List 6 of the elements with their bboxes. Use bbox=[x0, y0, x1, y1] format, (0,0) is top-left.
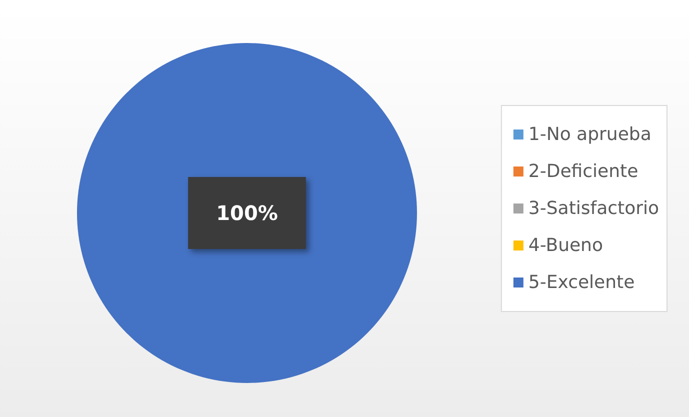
data-label: 100% bbox=[216, 201, 278, 225]
legend-label: 3-Satisfactorio bbox=[528, 198, 660, 219]
legend-label: 2-Deficiente bbox=[528, 161, 638, 182]
legend-label: 5-Excelente bbox=[528, 272, 635, 293]
legend-label: 1-No aprueba bbox=[528, 124, 652, 145]
legend-label: 4-Bueno bbox=[528, 235, 603, 256]
